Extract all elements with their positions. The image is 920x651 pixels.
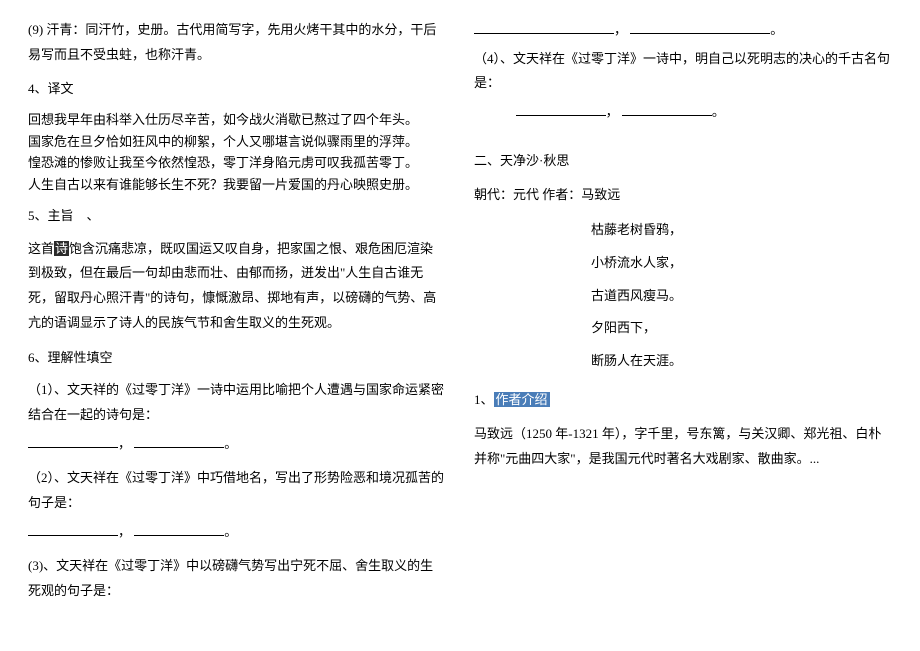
section-4-title: 4、译文 xyxy=(28,77,446,102)
poem-line: 枯藤老树昏鸦， xyxy=(474,218,892,243)
fill-blank[interactable] xyxy=(622,103,712,116)
fill-blank[interactable] xyxy=(474,21,614,34)
question-3: (3)、文天祥在《过零丁洋》中以磅礴气势写出宁死不屈、舍生取义的生死观的句子是： xyxy=(28,554,446,603)
section-5-title: 5、主旨 、 xyxy=(28,204,446,229)
comma: ， xyxy=(118,436,131,451)
section-5-body: 这首诗饱含沉痛悲凉，既叹国运又叹自身，把家国之恨、艰危困厄渲染到极致，但在最后一… xyxy=(28,237,446,336)
question-1: （1）、文天祥的《过零丁洋》一诗中运用比喻把个人遭遇与国家命运紧密结合在一起的诗… xyxy=(28,378,446,427)
text: 这首 xyxy=(28,241,54,256)
author-bio: 马致远（1250 年-1321 年），字千里，号东篱，与关汉卿、郑光祖、白朴并称… xyxy=(474,422,892,471)
note-9: (9) 汗青：同汗竹，史册。古代用简写字，先用火烤干其中的水分，干后易写而且不受… xyxy=(28,18,446,67)
period: 。 xyxy=(224,524,237,539)
comma: ， xyxy=(606,104,619,119)
poem-line: 小桥流水人家， xyxy=(474,251,892,276)
blank-line: ， 。 xyxy=(474,18,892,43)
title-2: 二、天净沙·秋思 xyxy=(474,149,892,174)
section-6-title: 6、理解性填空 xyxy=(28,346,446,371)
blank-line: ， 。 xyxy=(28,432,446,457)
translation-line: 惶恐滩的惨败让我至今依然惶恐，零丁洋身陷元虏可叹我孤苦零丁。 xyxy=(28,153,446,173)
translation-line: 国家危在旦夕恰如狂风中的柳絮，个人又哪堪言说似骤雨里的浮萍。 xyxy=(28,132,446,152)
period: 。 xyxy=(224,436,237,451)
poem-meta: 朝代：元代 作者：马致远 xyxy=(474,183,892,208)
section-5-label: 5、主旨 xyxy=(28,208,74,223)
highlight-dark: 诗 xyxy=(54,241,69,256)
poem-line: 古道西风瘦马。 xyxy=(474,284,892,309)
blank-line: ， 。 xyxy=(28,520,446,545)
translation-line: 回想我早年由科举入仕历尽辛苦，如今战火消歇已熬过了四个年头。 xyxy=(28,110,446,130)
section-num: 1、 xyxy=(474,392,494,407)
text: 饱含沉痛悲凉，既叹国运又叹自身，把家国之恨、艰危困厄渲染到极致，但在最后一句却由… xyxy=(28,241,436,330)
poem-line: 断肠人在天涯。 xyxy=(474,349,892,374)
comma: ， xyxy=(614,22,627,37)
question-4: （4）、文天祥在《过零丁洋》一诗中，明自己以死明志的决心的千古名句是： xyxy=(474,47,892,96)
translation-line: 人生自古以来有谁能够长生不死？我要留一片爱国的丹心映照史册。 xyxy=(28,175,446,195)
period: 。 xyxy=(770,22,783,37)
fill-blank[interactable] xyxy=(516,103,606,116)
fill-blank[interactable] xyxy=(28,435,118,448)
fill-blank[interactable] xyxy=(134,523,224,536)
poem-line: 夕阳西下， xyxy=(474,316,892,341)
section-1-author: 1、作者介绍 xyxy=(474,388,892,413)
fill-blank[interactable] xyxy=(28,523,118,536)
highlight-author: 作者介绍 xyxy=(494,392,550,407)
question-2: （2）、文天祥在《过零丁洋》中巧借地名，写出了形势险恶和境况孤苦的句子是： xyxy=(28,466,446,515)
fill-blank[interactable] xyxy=(134,435,224,448)
comma: ， xyxy=(118,524,131,539)
blank-line: ， 。 xyxy=(474,100,892,125)
period: 。 xyxy=(712,104,725,119)
fill-blank[interactable] xyxy=(630,21,770,34)
